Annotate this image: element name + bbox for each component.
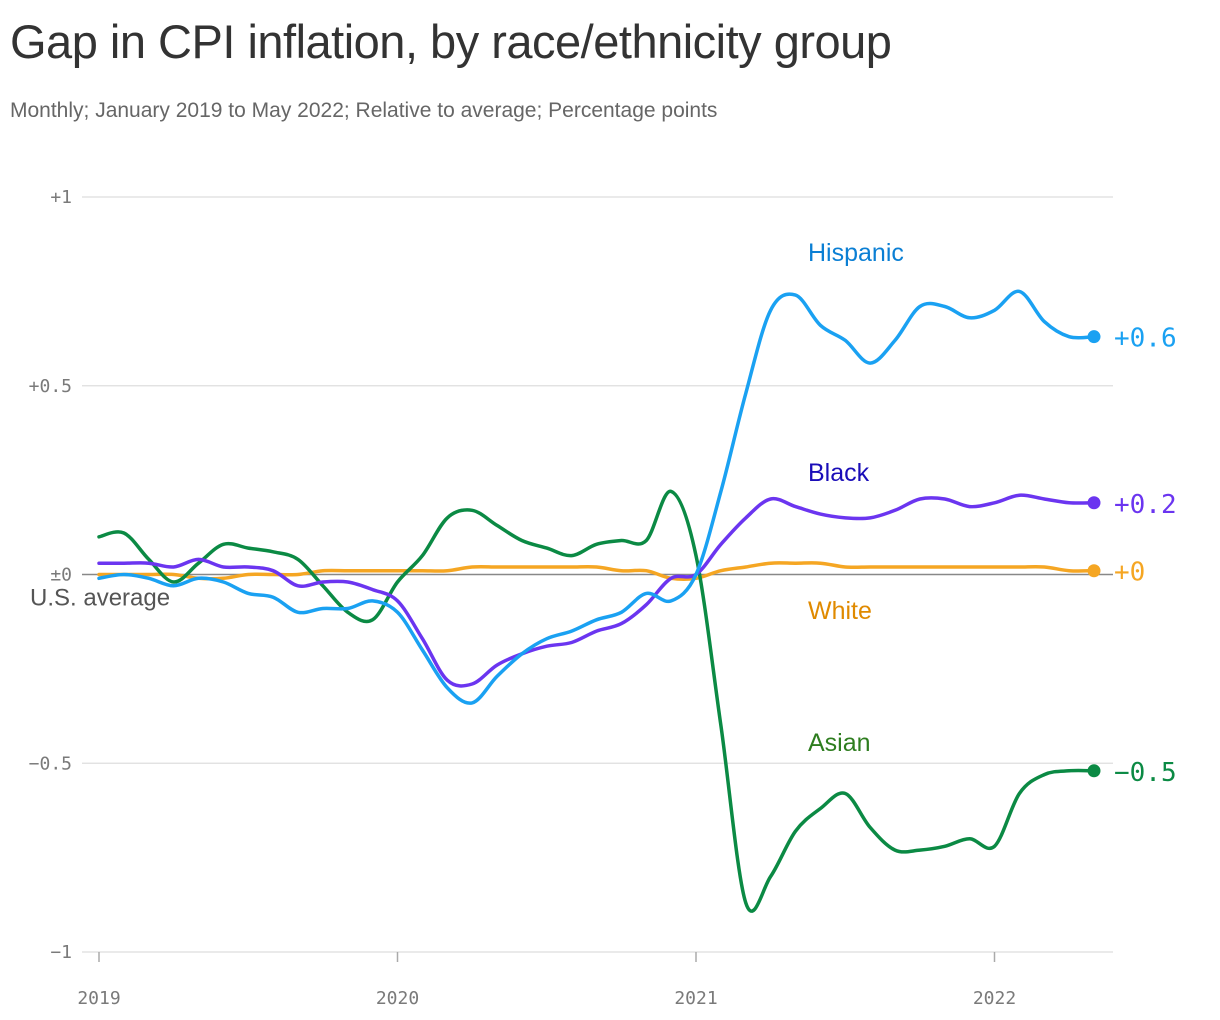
series-label-hispanic: Hispanic bbox=[808, 239, 904, 267]
series-label-asian: Asian bbox=[808, 729, 871, 757]
x-tick-label: 2019 bbox=[77, 988, 120, 1009]
series-label-black: Black bbox=[808, 459, 870, 487]
x-tick-label: 2021 bbox=[674, 988, 717, 1009]
y-tick-label: +1 bbox=[50, 187, 72, 208]
y-tick-label: −1 bbox=[50, 942, 72, 963]
end-value-label-asian: −0.5 bbox=[1114, 758, 1177, 788]
end-value-label-hispanic: +0.6 bbox=[1114, 324, 1177, 354]
us-average-label: U.S. average bbox=[30, 585, 170, 612]
y-tick-label: −0.5 bbox=[29, 753, 72, 774]
series-line-hispanic bbox=[97, 289, 1096, 705]
series-line-black bbox=[97, 493, 1096, 688]
end-point-black bbox=[1087, 496, 1101, 510]
end-point-asian bbox=[1087, 764, 1101, 778]
series-line-asian bbox=[97, 489, 1096, 913]
series-line-white bbox=[97, 561, 1096, 581]
y-tick-label: ±0 bbox=[50, 565, 72, 586]
y-tick-label: +0.5 bbox=[29, 376, 72, 397]
series-label-white: White bbox=[808, 597, 872, 625]
x-tick-label: 2022 bbox=[973, 988, 1016, 1009]
end-point-white bbox=[1087, 564, 1101, 578]
gridlines bbox=[82, 196, 1113, 953]
y-axis-ticks: +1 +0.5 ±0 −0.5 −1 bbox=[29, 187, 72, 963]
x-tick-label: 2020 bbox=[376, 988, 419, 1009]
end-value-label-black: +0.2 bbox=[1114, 490, 1177, 520]
chart-subtitle: Monthly; January 2019 to May 2022; Relat… bbox=[10, 99, 718, 122]
series-labels: +0 White −0.5 Asian +0.2 Black +0.6 Hispanic bbox=[808, 239, 1177, 788]
end-value-label-white: +0 bbox=[1114, 558, 1145, 588]
end-point-hispanic bbox=[1087, 330, 1101, 344]
x-axis-ticks: 2019 2020 2021 2022 bbox=[77, 952, 1016, 1009]
chart-title: Gap in CPI inflation, by race/ethnicity … bbox=[10, 15, 892, 68]
series-lines bbox=[97, 289, 1101, 913]
